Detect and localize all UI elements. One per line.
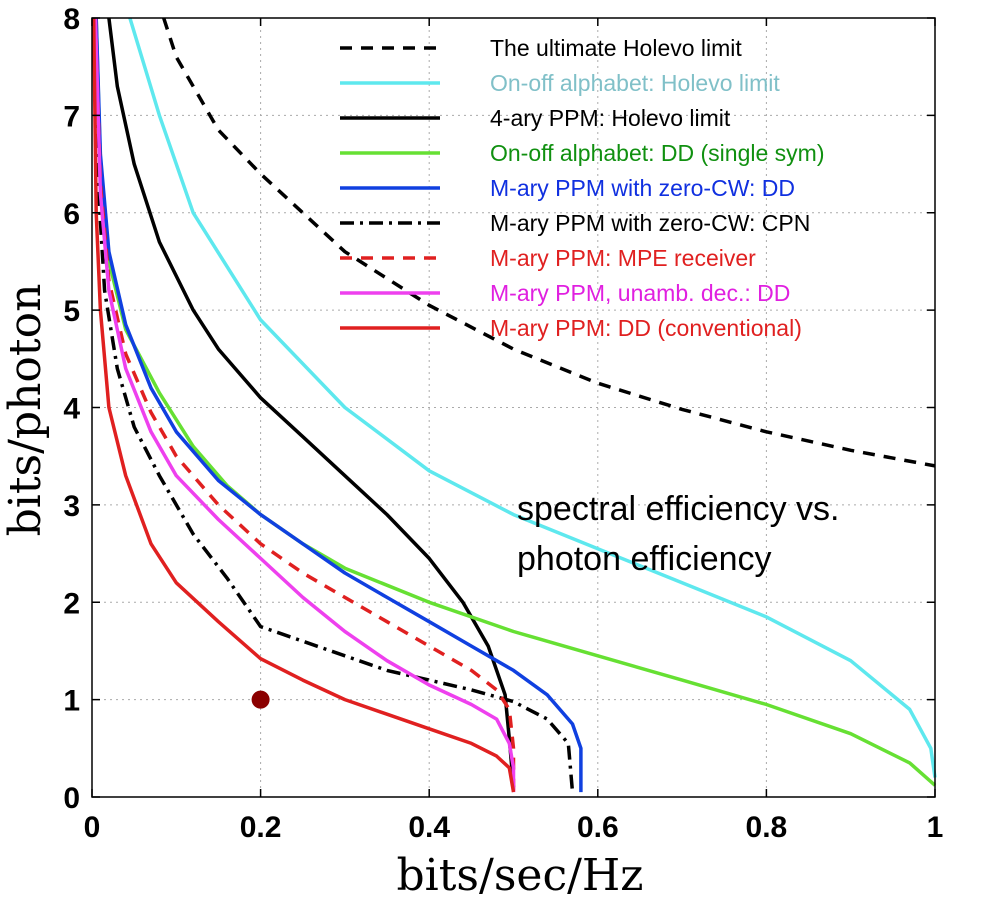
x-tick-label: 0.8 xyxy=(746,811,788,844)
grid xyxy=(92,18,935,797)
x-tick-label: 0.2 xyxy=(240,811,282,844)
series-line xyxy=(107,17,516,788)
series-line xyxy=(94,17,583,793)
legend-entry: The ultimate Holevo limit xyxy=(490,35,742,61)
series-line xyxy=(162,17,936,468)
legend-entry: M-ary PPM: MPE receiver xyxy=(490,245,756,271)
legend-entry: M-ary PPM with zero-CW: DD xyxy=(490,175,795,201)
series-line xyxy=(93,17,516,793)
y-tick-label: 3 xyxy=(63,490,80,523)
x-tick-label: 0.6 xyxy=(577,811,619,844)
x-tick-label: 0 xyxy=(84,811,101,844)
legend-entry: M-ary PPM: DD (conventional) xyxy=(490,315,802,341)
y-tick-label: 0 xyxy=(63,782,80,815)
x-tick-label: 0.4 xyxy=(408,811,450,844)
tick-labels: 0 0.2 0.4 0.6 0.8 1 0 1 2 3 4 5 6 7 8 xyxy=(63,3,943,844)
series-line xyxy=(91,17,516,793)
y-tick-label: 7 xyxy=(63,100,80,133)
series-line xyxy=(128,17,937,778)
legend-entry: On-off alphabet: DD (single sym) xyxy=(490,140,825,166)
legend-entry: M-ary PPM, unamb. dec.: DD xyxy=(490,280,790,306)
annotation-line-1: spectral efficiency vs. xyxy=(517,490,840,528)
legend-entry: M-ary PPM with zero-CW: CPN xyxy=(490,210,810,236)
annotation-line-2: photon efficiency xyxy=(517,540,772,578)
series-layer xyxy=(91,17,937,793)
y-tick-label: 1 xyxy=(63,685,80,718)
legend: The ultimate Holevo limit On-off alphabet… xyxy=(340,35,825,341)
legend-entry: On-off alphabet: Holevo limit xyxy=(490,70,780,96)
y-tick-label: 2 xyxy=(63,587,80,620)
legend-entry: 4-ary PPM: Holevo limit xyxy=(490,105,731,131)
x-tick-label: 1 xyxy=(927,811,944,844)
y-tick-label: 5 xyxy=(63,295,80,328)
y-tick-label: 6 xyxy=(63,198,80,231)
y-axis-label: bits/photon xyxy=(0,284,51,537)
series-line xyxy=(92,17,575,793)
ticks xyxy=(91,17,936,798)
y-tick-label: 8 xyxy=(63,3,80,36)
x-axis-label: bits/sec/Hz xyxy=(397,850,644,901)
y-tick-label: 4 xyxy=(63,393,80,426)
marker-point xyxy=(251,690,270,709)
